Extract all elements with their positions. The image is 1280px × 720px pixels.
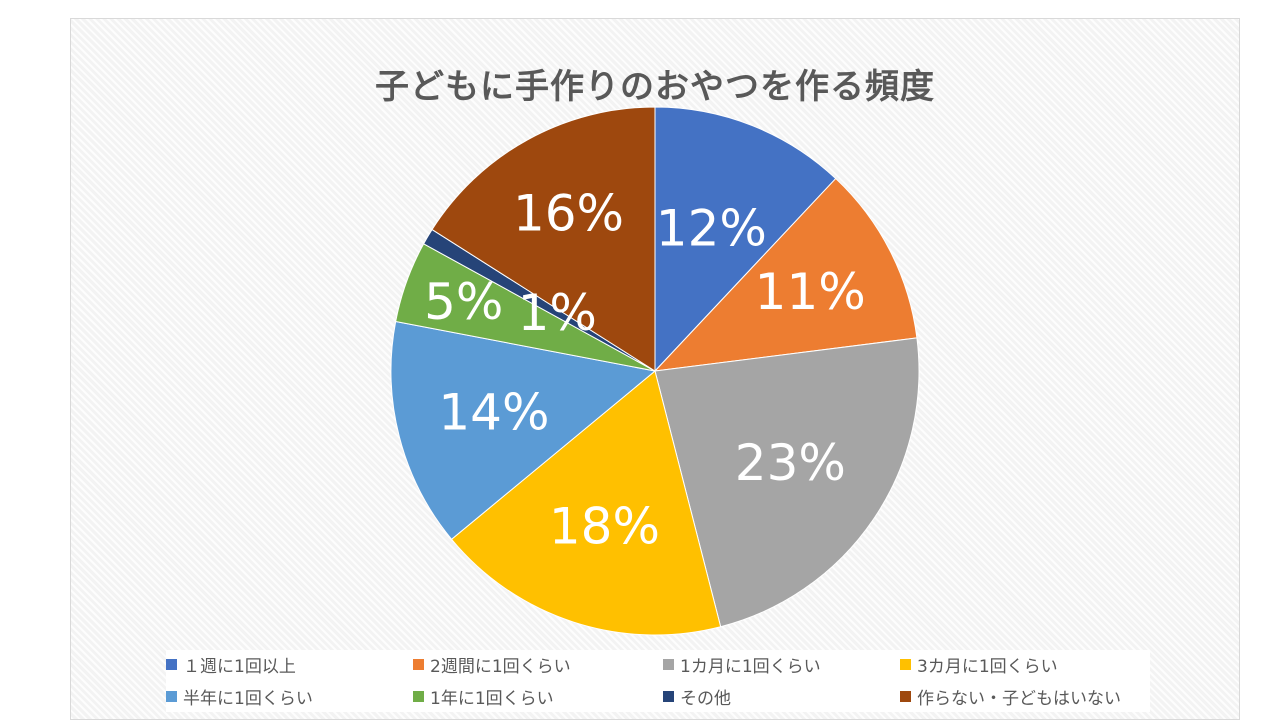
legend-item: 半年に1回くらい [166,684,313,709]
legend-label: その他 [680,688,731,709]
legend-swatch [900,690,911,702]
legend-item: 1カ月に1回くらい [663,652,821,677]
pie-slice [654,106,837,373]
legend-item: 3カ月に1回くらい [900,652,1058,677]
legend-item: 1年に1回くらい [413,684,554,709]
legend: １週に1回以上 2週間に1回くらい 1カ月に1回くらい 3カ月に1回くらい半年に1回く… [166,650,1150,712]
legend-item: その他 [663,684,731,709]
legend-swatch [166,690,177,702]
legend-item: １週に1回以上 [166,652,296,677]
legend-label: 2週間に1回くらい [430,656,571,677]
legend-label: 1カ月に1回くらい [680,656,821,677]
slice-label: 5% [424,273,503,331]
slice-label: 12% [656,200,767,258]
legend-swatch [413,690,424,702]
legend-label: 1年に1回くらい [430,688,554,709]
legend-item: 2週間に1回くらい [413,652,571,677]
legend-label: 3カ月に1回くらい [917,656,1058,677]
pie-slice [654,337,920,628]
slice-label: 23% [735,434,846,492]
legend-swatch [663,690,674,702]
pie-slice [450,370,722,636]
pie-slices [390,106,920,636]
legend-item: 作らない・子どもはいない [900,684,1121,709]
legend-label: 半年に1回くらい [183,688,313,709]
slice-label: 18% [549,498,660,556]
legend-label: 作らない・子どもはいない [917,688,1121,709]
slice-label: 16% [513,185,624,243]
legend-swatch [166,658,177,670]
pie-slice [390,320,657,540]
pie-slice [431,106,656,372]
legend-label: １週に1回以上 [183,656,296,677]
slice-label: 1% [518,284,597,342]
slice-label: 11% [755,263,866,321]
pie-slice [653,177,918,372]
pie-labels: 12%11% 23% 18%14% 5% 1% 16% [424,185,866,556]
legend-swatch [663,658,674,670]
chart-title: 子どもに手作りのおやつを作る頻度 [375,67,935,107]
legend-swatch [900,658,911,670]
legend-swatch [413,658,424,670]
slice-label: 14% [438,383,549,441]
